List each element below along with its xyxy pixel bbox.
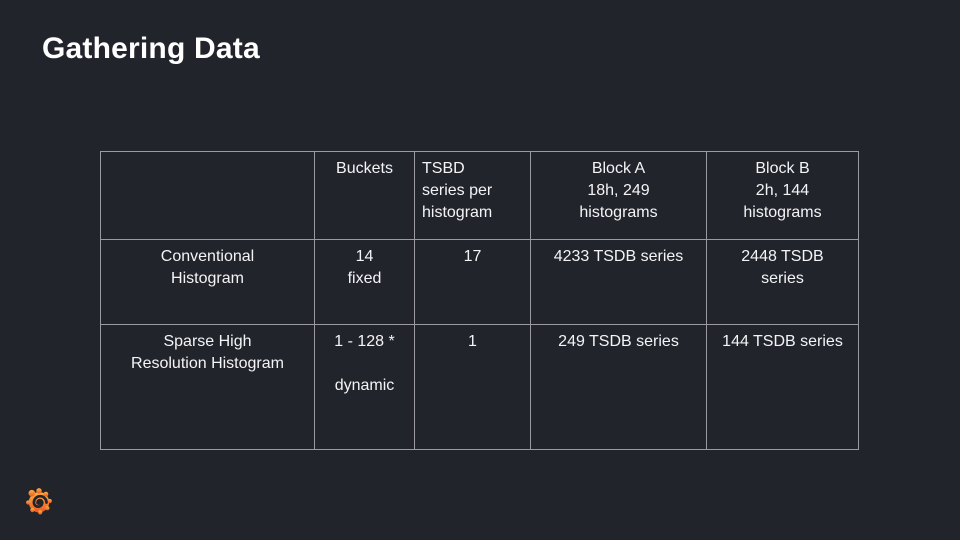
- data-cell: 1 - 128 * dynamic: [314, 324, 415, 450]
- data-cell: 1: [414, 324, 531, 450]
- data-cell: 4233 TSDB series: [530, 239, 707, 325]
- page-title: Gathering Data: [42, 32, 260, 65]
- row-header-cell: Conventional Histogram: [100, 239, 315, 325]
- table-row: Sparse High Resolution Histogram 1 - 128…: [100, 324, 859, 450]
- row-header-cell: Sparse High Resolution Histogram: [100, 324, 315, 450]
- table-header-row: Buckets TSBD series per histogram Block …: [100, 151, 859, 240]
- data-cell: 17: [414, 239, 531, 325]
- grafana-logo-icon: [24, 486, 54, 516]
- header-cell-empty: [100, 151, 315, 240]
- histogram-comparison-table: Buckets TSBD series per histogram Block …: [100, 151, 859, 450]
- header-cell-block-a: Block A 18h, 249 histograms: [530, 151, 707, 240]
- data-cell: 249 TSDB series: [530, 324, 707, 450]
- header-cell-block-b: Block B 2h, 144 histograms: [706, 151, 859, 240]
- header-cell-series-per-histogram: TSBD series per histogram: [414, 151, 531, 240]
- table-row: Conventional Histogram 14 fixed 17 4233 …: [100, 239, 859, 325]
- data-cell: 144 TSDB series: [706, 324, 859, 450]
- data-cell: 2448 TSDB series: [706, 239, 859, 325]
- header-cell-buckets: Buckets: [314, 151, 415, 240]
- data-cell: 14 fixed: [314, 239, 415, 325]
